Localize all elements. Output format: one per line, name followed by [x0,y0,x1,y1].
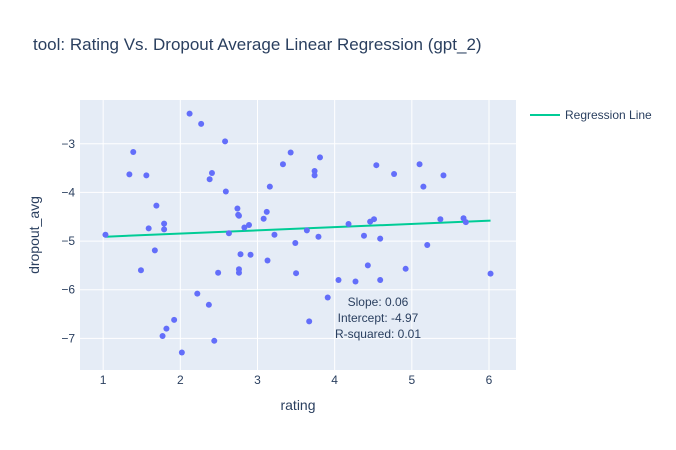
scatter-point[interactable] [137,267,144,274]
scatter-point[interactable] [163,325,170,332]
x-tick-label: 3 [254,373,261,387]
scatter-point[interactable] [324,294,331,301]
scatter-point[interactable] [364,262,371,269]
x-axis-title: rating [280,397,315,413]
scatter-point[interactable] [487,270,494,277]
y-axis-title: dropout_avg [26,196,42,274]
scatter-point[interactable] [437,216,444,223]
x-tick-label: 2 [177,373,184,387]
chart-title: tool: Rating Vs. Dropout Average Linear … [33,35,482,54]
scatter-point[interactable] [178,349,185,356]
scatter-point[interactable] [271,231,278,238]
scatter-point[interactable] [311,172,318,179]
regression-line [105,219,491,238]
scatter-point[interactable] [194,290,201,297]
scatter-point[interactable] [402,265,409,272]
scatter-point[interactable] [424,241,431,248]
scatter-point[interactable] [126,171,133,178]
scatter-point[interactable] [306,318,313,325]
scatter-point[interactable] [205,301,212,308]
annotation-intercept: Intercept: -4.97 [338,311,419,325]
x-tick-labels: 1 2 3 4 5 6 [100,373,493,387]
scatter-point[interactable] [102,231,109,238]
scatter-point[interactable] [311,168,318,175]
scatter-point[interactable] [161,220,168,227]
scatter-point[interactable] [211,337,218,344]
scatter-points [102,110,494,356]
scatter-point[interactable] [222,188,229,195]
scatter-point[interactable] [264,257,271,264]
scatter-point[interactable] [130,149,137,156]
scatter-point[interactable] [391,170,398,177]
annotation-slope: Slope: 0.06 [348,295,409,309]
scatter-point[interactable] [287,149,294,156]
scatter-point[interactable] [260,215,267,222]
scatter-point[interactable] [153,202,160,209]
y-tick-label: −6 [61,283,75,297]
x-tick-label: 6 [486,373,493,387]
scatter-point[interactable] [241,224,248,231]
scatter-point[interactable] [198,120,205,127]
annotation-r-squared: R-squared: 0.01 [335,327,421,341]
scatter-point[interactable] [279,161,286,168]
scatter-point[interactable] [247,251,254,258]
grid-lines [80,100,516,370]
scatter-point[interactable] [335,277,342,283]
scatter-point[interactable] [234,205,241,212]
scatter-point[interactable] [345,221,352,228]
scatter-point[interactable] [303,227,310,234]
scatter-point[interactable] [266,183,273,190]
regression-line-layer [105,219,491,238]
scatter-point[interactable] [245,222,252,229]
scatter-point[interactable] [420,183,427,190]
scatter-point[interactable] [416,161,423,168]
scatter-point[interactable] [235,212,242,219]
scatter-point[interactable] [440,172,447,179]
y-tick-label: −4 [61,185,75,199]
scatter-point[interactable] [237,251,244,258]
scatter-point[interactable] [292,240,299,247]
annotation-box: Slope: 0.06 Intercept: -4.97 R-squared: … [335,295,421,341]
scatter-point[interactable] [462,219,469,226]
scatter-point[interactable] [159,332,166,339]
y-tick-label: −5 [61,234,75,248]
scatter-point[interactable] [316,154,323,161]
legend-label-regression-line: Regression Line [565,108,652,122]
scatter-point[interactable] [171,316,178,323]
scatter-point[interactable] [222,138,229,145]
y-tick-label: −7 [61,331,75,345]
scatter-point[interactable] [293,270,300,277]
scatter-point[interactable] [235,269,242,276]
scatter-point[interactable] [371,216,378,223]
scatter-point[interactable] [208,169,215,176]
scatter-point[interactable] [352,278,359,285]
x-tick-label: 5 [408,373,415,387]
scatter-point[interactable] [145,225,152,232]
x-tick-label: 4 [331,373,338,387]
scatter-point[interactable] [206,176,213,183]
scatter-point[interactable] [263,208,270,215]
y-tick-labels: −7 −6 −5 −4 −3 [61,137,75,346]
scatter-point[interactable] [377,277,384,283]
scatter-point[interactable] [161,226,168,233]
scatter-point[interactable] [186,110,193,117]
scatter-point[interactable] [377,235,384,242]
x-tick-label: 1 [100,373,107,387]
scatter-point[interactable] [143,172,150,179]
scatter-point[interactable] [315,233,322,240]
scatter-point[interactable] [225,230,232,237]
scatter-point[interactable] [360,232,367,239]
scatter-point[interactable] [215,269,222,276]
legend[interactable]: Regression Line [530,108,652,122]
y-tick-label: −3 [61,137,75,151]
scatter-point[interactable] [373,162,380,169]
scatter-point[interactable] [151,247,158,254]
